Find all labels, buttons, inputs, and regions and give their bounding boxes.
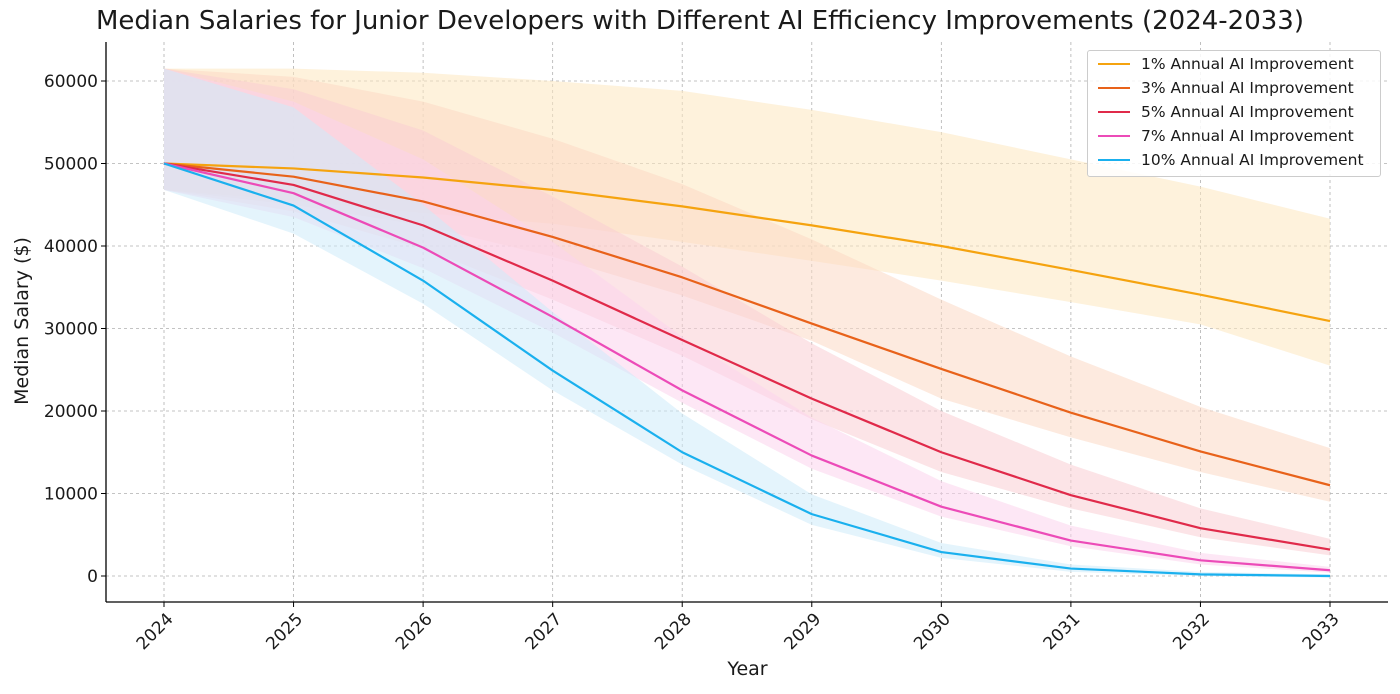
x-axis-label: Year (727, 658, 768, 680)
legend-swatch-1pct (1098, 63, 1130, 65)
x-tick-label-2032: 2032 (1169, 609, 1214, 654)
y-tick-label-50000: 50000 (44, 155, 98, 175)
line-series-1 (163, 162, 1331, 487)
x-tick-label-2025: 2025 (262, 609, 307, 654)
y-axis-label: Median Salary ($) (11, 237, 33, 405)
x-tick-label-2029: 2029 (781, 609, 826, 654)
x-tick-label-2031: 2031 (1040, 609, 1085, 654)
legend-item-10pct: 10% Annual AI Improvement (1098, 150, 1364, 170)
legend-item-7pct: 7% Annual AI Improvement (1098, 126, 1354, 146)
legend-item-1pct: 1% Annual AI Improvement (1098, 54, 1354, 74)
y-tick-label-40000: 40000 (44, 237, 98, 257)
y-tick-label-60000: 60000 (44, 72, 98, 92)
legend-label-10pct: 10% Annual AI Improvement (1141, 151, 1364, 169)
legend-label-5pct: 5% Annual AI Improvement (1141, 103, 1354, 121)
y-tick-label-30000: 30000 (44, 320, 98, 340)
x-tick-label-2030: 2030 (910, 609, 955, 654)
line-series-0 (163, 162, 1331, 323)
y-tick-label-0: 0 (87, 567, 98, 587)
legend-label-1pct: 1% Annual AI Improvement (1141, 55, 1354, 73)
x-tick-label-2024: 2024 (133, 609, 178, 654)
band-series-3 (164, 68, 1330, 573)
y-tick-label-10000: 10000 (44, 485, 98, 505)
legend-swatch-5pct (1098, 111, 1130, 113)
confidence-bands (164, 68, 1330, 578)
legend: 1% Annual AI Improvement 3% Annual AI Im… (1087, 50, 1381, 177)
axes (101, 42, 1388, 607)
series-lines (163, 162, 1331, 578)
legend-item-5pct: 5% Annual AI Improvement (1098, 102, 1354, 122)
line-series-3 (163, 162, 1331, 572)
line-series-2 (163, 162, 1331, 551)
legend-swatch-7pct (1098, 135, 1130, 137)
legend-swatch-10pct (1098, 159, 1130, 161)
x-tick-label-2028: 2028 (651, 609, 696, 654)
chart-title: Median Salaries for Junior Developers wi… (96, 6, 1304, 36)
band-series-4 (164, 68, 1330, 578)
line-series-4 (163, 162, 1331, 578)
x-tick-label-2033: 2033 (1299, 609, 1344, 654)
legend-label-3pct: 3% Annual AI Improvement (1141, 79, 1354, 97)
x-tick-label-2026: 2026 (392, 609, 437, 654)
legend-swatch-3pct (1098, 87, 1130, 89)
y-tick-label-20000: 20000 (44, 402, 98, 422)
legend-item-3pct: 3% Annual AI Improvement (1098, 78, 1354, 98)
legend-label-7pct: 7% Annual AI Improvement (1141, 127, 1354, 145)
x-tick-label-2027: 2027 (521, 609, 566, 654)
